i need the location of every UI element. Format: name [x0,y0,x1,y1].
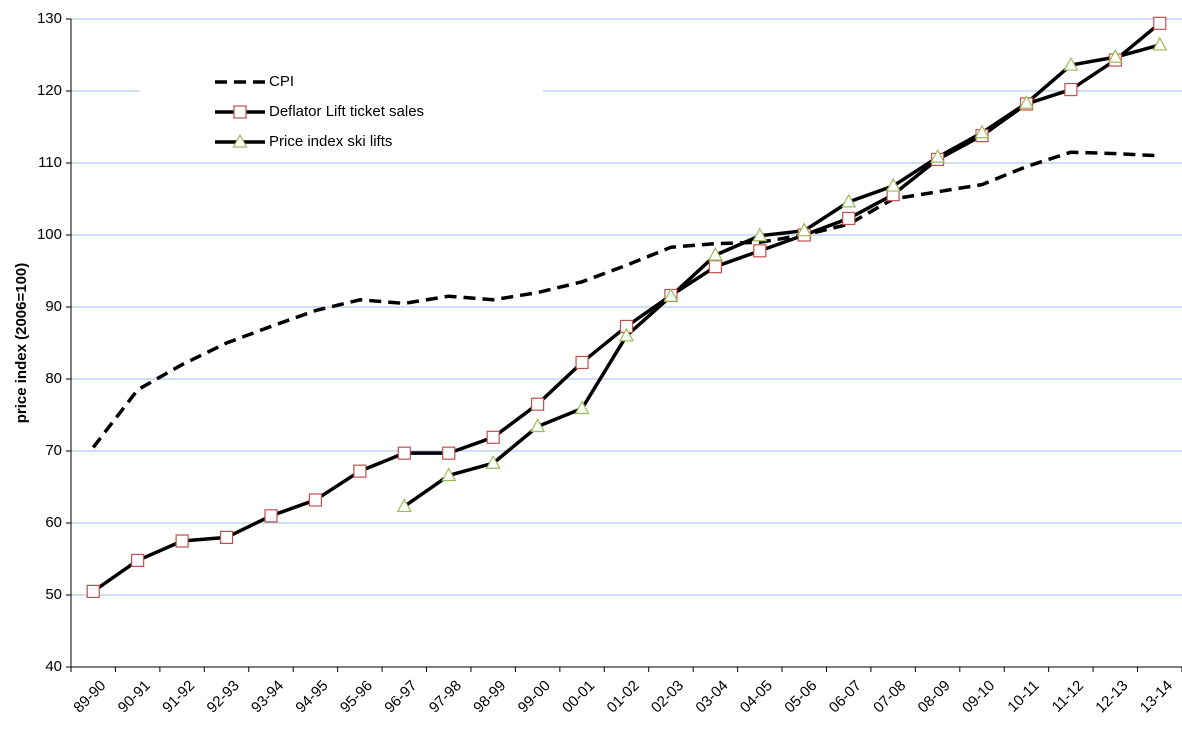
marker [708,260,722,274]
x-tick-label: 98-99 [470,677,509,716]
marker [1063,56,1079,71]
marker [232,133,248,148]
x-tick-label: 10-11 [1004,677,1042,715]
marker [930,148,946,163]
y-tick-label: 120 [37,82,62,99]
x-tick-label: 03-04 [692,677,731,716]
x-tick-label: 08-09 [915,677,954,716]
marker [442,446,456,460]
marker [353,464,367,478]
y-tick-label: 60 [45,514,62,531]
x-tick-label: 13-14 [1137,677,1176,716]
x-tick-label: 12-13 [1092,677,1131,716]
marker [530,418,546,433]
x-tick-label: 00-01 [559,677,598,716]
marker [397,446,411,460]
legend-box [140,60,543,152]
legend-label: Deflator Lift ticket sales [269,103,424,120]
marker [1107,48,1123,63]
marker [618,327,635,342]
marker [752,227,768,242]
marker [485,454,501,469]
y-tick-label: 130 [37,10,62,27]
marker [1064,82,1078,97]
marker [885,177,901,192]
marker [1153,16,1167,30]
marker [396,498,412,513]
marker [842,211,856,226]
y-tick-label: 110 [38,154,62,171]
marker [308,493,323,507]
x-tick-label: 04-05 [737,677,776,716]
x-tick-label: 99-00 [515,677,554,716]
y-tick-label: 70 [45,442,62,459]
x-tick-label: 06-07 [826,677,865,716]
marker [264,509,278,523]
series-line [91,150,1160,449]
marker [441,467,457,482]
y-tick-label: 80 [45,370,62,387]
marker [974,124,990,139]
x-tick-label: 90-91 [115,677,154,716]
x-tick-label: 96-97 [381,677,420,716]
y-tick-label: 100 [37,226,62,243]
x-tick-label: 09-10 [959,677,998,716]
x-tick-label: 11-12 [1049,677,1087,715]
x-tick-label: 92-93 [204,677,243,716]
x-tick-label: 91-92 [159,677,198,716]
x-tick-label: 02-03 [648,677,687,716]
marker [575,355,589,370]
x-tick-label: 93-94 [248,677,287,716]
marker [131,553,145,568]
y-tick-label: 90 [45,298,62,315]
marker [486,430,500,444]
marker [796,222,812,237]
x-tick-label: 89-90 [70,677,109,716]
x-tick-label: 05-06 [781,677,820,716]
x-tick-label: 01-02 [604,677,643,716]
marker [753,244,767,258]
marker [663,287,679,302]
y-tick-label: 40 [45,658,62,675]
x-tick-label: 95-96 [337,677,376,716]
marker [1018,94,1034,109]
legend-label: Price index ski lifts [269,133,392,150]
series-line [403,43,1161,508]
marker [219,530,234,545]
marker [531,397,545,411]
marker [841,193,857,208]
marker [86,584,100,599]
marker [574,400,590,415]
x-tick-label: 94-95 [292,677,331,716]
marker [1152,36,1168,51]
marker [707,246,723,261]
legend-label: CPI [269,73,294,90]
x-tick-label: 07-08 [870,677,909,716]
x-tick-label: 97-98 [426,677,465,716]
marker [175,534,189,548]
y-tick-label: 50 [45,586,62,603]
marker [233,105,247,119]
legend: CPI Deflator Lift ticket sales Price index… [140,60,543,152]
y-axis-label: price index (2006=100) [13,263,30,424]
